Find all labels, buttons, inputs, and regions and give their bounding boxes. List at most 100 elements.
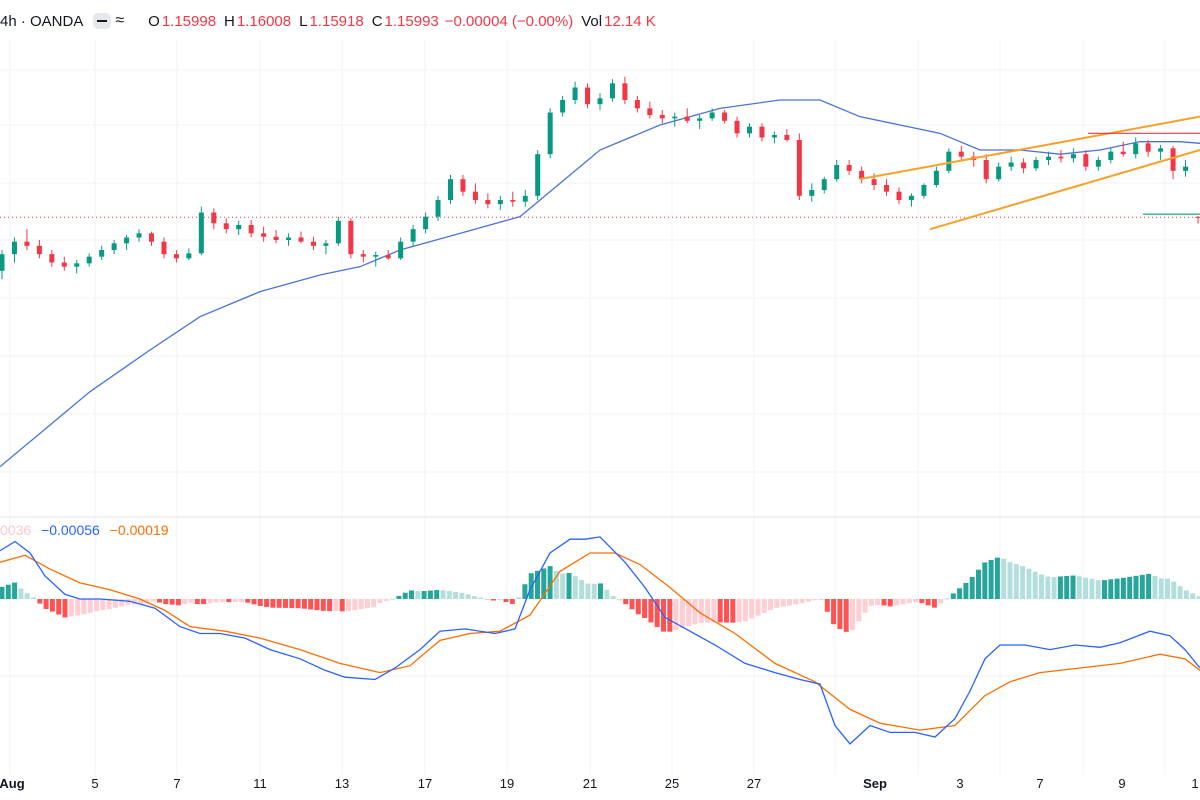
candle-body [423, 216, 429, 230]
histogram-bar [1064, 575, 1070, 599]
candle [198, 206, 204, 255]
candle [36, 240, 42, 259]
moving-average [0, 99, 1200, 468]
histogram-bar [868, 599, 874, 606]
histogram-bar [459, 592, 465, 599]
x-tick-label: 3 [956, 776, 963, 791]
histogram-bar [1196, 596, 1200, 599]
histogram-bar [283, 599, 288, 608]
candle-body [722, 112, 728, 121]
histogram-bar [805, 599, 811, 602]
histogram-bar [1108, 579, 1114, 599]
candle-body [609, 83, 615, 99]
histogram-bar [881, 599, 887, 606]
candle-body [809, 190, 815, 196]
candle-body [261, 233, 267, 237]
histogram-bar [472, 596, 477, 599]
histogram-bar [749, 599, 755, 619]
x-tick-label: 5 [91, 776, 98, 791]
histogram-bar [654, 599, 660, 628]
candle-body [547, 112, 553, 155]
histogram-bar [270, 599, 276, 608]
candle [74, 260, 80, 274]
candle [659, 110, 665, 124]
histogram-bar [1152, 575, 1158, 599]
candle-body [136, 233, 142, 238]
candle-body [373, 255, 379, 257]
histogram-bar [301, 599, 307, 609]
candle [223, 218, 229, 234]
histogram-bar [358, 599, 364, 610]
histogram-bar [352, 599, 358, 611]
candle-body [1170, 148, 1176, 171]
candle-body [24, 241, 30, 246]
macd-lines [0, 536, 1200, 745]
x-tick-label: Sep [863, 776, 887, 791]
histogram-bar [516, 597, 522, 599]
histogram-bar [925, 599, 931, 606]
candle-body [273, 236, 279, 240]
candle [435, 195, 441, 221]
histogram-bar [982, 562, 988, 599]
histogram-bar [698, 599, 704, 623]
candle-body [298, 237, 304, 242]
candle [448, 175, 453, 205]
histogram-bar [642, 599, 648, 618]
candle-body [684, 116, 690, 121]
histogram-bar [188, 599, 194, 603]
candle-body [983, 160, 989, 180]
histogram-bar [453, 591, 459, 599]
candle-body [933, 170, 939, 185]
histogram-bar [1133, 575, 1139, 599]
candle [1021, 158, 1027, 174]
histogram-bar [919, 599, 925, 604]
candle-body [572, 87, 578, 100]
histogram-bar [346, 599, 351, 612]
histogram-bar [553, 570, 559, 599]
histogram-bar [497, 599, 503, 601]
candle [286, 233, 292, 246]
histogram-bar [1183, 590, 1189, 599]
histogram-bar [1026, 568, 1032, 599]
candle-body [335, 220, 341, 244]
volume-value: 12.14 K [604, 12, 656, 30]
candle [908, 193, 914, 207]
histogram-bar [585, 583, 591, 599]
histogram-bar [201, 599, 207, 605]
histogram-bar [87, 599, 93, 613]
header-pill[interactable]: ≈ [93, 12, 124, 30]
x-tick-label: 13 [335, 776, 349, 791]
histogram-bar [157, 599, 162, 603]
x-tick-label: 1 [1191, 776, 1198, 791]
candle-body [1120, 151, 1126, 155]
histogram-bar [913, 599, 918, 603]
candle [709, 108, 715, 121]
candle [211, 208, 217, 230]
histogram-bar [572, 576, 578, 599]
trendlines [859, 115, 1200, 231]
candle [697, 115, 703, 130]
histogram-bar [850, 599, 855, 631]
histogram-bar [616, 599, 622, 601]
low-value: 1.15918 [309, 12, 364, 30]
candle [622, 76, 628, 105]
wave-icon[interactable]: ≈ [115, 12, 125, 29]
histogram-bar [1139, 574, 1145, 599]
high-label: H [224, 12, 235, 30]
histogram-bar [415, 591, 421, 599]
collapse-icon[interactable] [93, 13, 112, 29]
histogram-bar [1158, 578, 1164, 599]
candle [1158, 145, 1164, 160]
candle [1145, 140, 1151, 157]
candle [1070, 148, 1076, 163]
x-tick-label: 21 [583, 776, 597, 791]
histogram-bar [988, 559, 994, 599]
candle [61, 256, 67, 271]
candle-body [597, 98, 603, 105]
histogram-bar [339, 599, 345, 612]
histogram-bar [0, 586, 5, 599]
candle-body [821, 179, 827, 190]
change-value: −0.00004 (−0.00%) [444, 12, 574, 30]
candle [1058, 150, 1064, 163]
